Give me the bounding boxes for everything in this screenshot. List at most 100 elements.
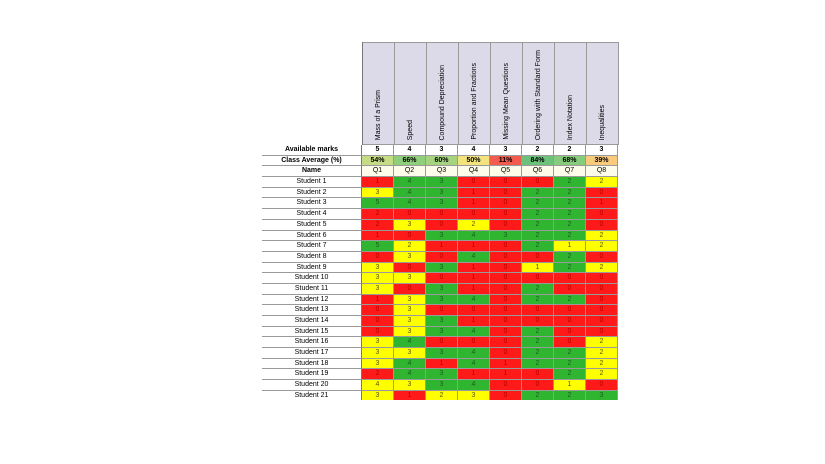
score: 4 [394,187,426,199]
student-row: Student 16 3 4 0 0 0 2 0 2 [262,337,619,349]
student-name: Student 9 [262,262,362,274]
class-average: 11% [490,155,522,167]
score: 2 [586,177,618,188]
student-row: Student 14 0 3 3 1 0 0 0 0 [262,316,619,327]
score: 0 [522,369,554,381]
score: 0 [586,251,618,263]
class-average: 60% [426,155,458,167]
student-row: Student 20 4 3 3 4 0 0 1 0 [262,380,619,391]
available-mark: 3 [426,145,458,156]
score: 0 [586,380,618,391]
score: 4 [394,358,426,370]
student-name: Student 18 [262,358,362,370]
question-header: Mass of a Prism [363,42,395,145]
score: 1 [490,358,522,370]
available-mark: 2 [522,145,554,156]
score: 1 [458,273,490,284]
student-name: Student 1 [262,177,362,188]
score: 0 [554,326,586,338]
score: 0 [586,316,618,327]
score: 0 [426,273,458,284]
score: 1 [362,294,394,306]
score: 1 [458,198,490,210]
available-mark: 4 [394,145,426,156]
question-title: Speed [406,119,414,140]
score: 0 [554,283,586,295]
score: 0 [362,326,394,338]
score: 0 [458,209,490,220]
student-row: Student 13 0 3 0 0 0 0 0 0 [262,305,619,316]
score: 4 [458,358,490,370]
score: 3 [394,380,426,391]
available-marks-row: Available marks 5 4 3 4 3 2 2 3 [262,145,619,156]
score: 1 [458,241,490,252]
score: 0 [490,390,522,400]
question-code: Q4 [458,166,490,178]
score: 4 [458,251,490,263]
score: 2 [554,187,586,199]
score: 2 [522,326,554,338]
score: 3 [362,187,394,199]
student-name: Student 14 [262,316,362,327]
score: 0 [362,316,394,327]
question-header: Compound Depreciation [427,42,459,145]
spreadsheet: Mass of a Prism Speed Compound Depreciatio… [262,42,619,400]
score: 3 [394,305,426,316]
score: 0 [490,283,522,295]
score: 0 [362,251,394,263]
score: 0 [490,262,522,274]
score: 1 [458,262,490,274]
available-mark: 3 [586,145,618,156]
score: 3 [586,390,618,400]
student-row: Student 15 0 3 3 4 0 2 0 0 [262,326,619,338]
score: 2 [522,241,554,252]
question-header: Inequalities [587,42,619,145]
score: 1 [554,380,586,391]
score: 0 [586,305,618,316]
score: 3 [426,380,458,391]
question-title: Compound Depreciation [438,64,446,141]
student-name: Student 17 [262,348,362,359]
score: 2 [362,209,394,220]
score: 0 [490,294,522,306]
score: 2 [362,219,394,231]
class-average: 54% [362,155,394,167]
score: 1 [586,198,618,210]
score: 3 [426,348,458,359]
score: 2 [586,337,618,349]
student-name: Student 3 [262,198,362,210]
score: 0 [490,326,522,338]
score: 2 [394,241,426,252]
score: 1 [458,187,490,199]
student-row: Student 19 2 4 3 1 1 0 2 2 [262,369,619,381]
score: 3 [426,230,458,242]
score: 0 [522,305,554,316]
available-mark: 2 [554,145,586,156]
class-average: 66% [394,155,426,167]
score: 0 [586,326,618,338]
score: 0 [586,283,618,295]
score: 0 [554,337,586,349]
score: 2 [586,348,618,359]
score: 3 [458,390,490,400]
score: 3 [362,358,394,370]
score: 1 [554,241,586,252]
score: 0 [426,305,458,316]
score: 0 [490,316,522,327]
row-label: Name [262,166,362,178]
score: 2 [522,198,554,210]
score: 4 [394,337,426,349]
student-row: Student 12 1 3 3 4 0 2 2 0 [262,294,619,306]
score: 2 [554,348,586,359]
score: 2 [586,230,618,242]
header-row: Mass of a Prism Speed Compound Depreciatio… [262,42,619,145]
score: 4 [458,348,490,359]
score: 0 [522,316,554,327]
score: 1 [394,390,426,400]
score: 4 [458,294,490,306]
score: 0 [586,273,618,284]
score: 3 [426,198,458,210]
question-header: Speed [395,42,427,145]
